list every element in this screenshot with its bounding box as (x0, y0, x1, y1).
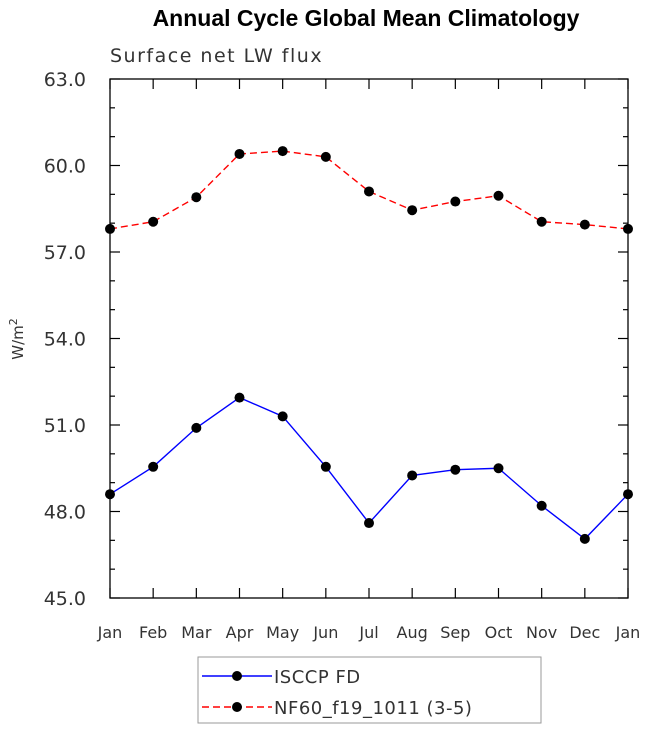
y-tick-label: 60.0 (44, 156, 86, 178)
y-tick-labels: 45.0 48.0 51.0 54.0 57.0 60.0 63.0 (44, 69, 86, 610)
x-tick-label: Apr (226, 623, 254, 642)
y-tick-label: 54.0 (44, 329, 86, 351)
legend-items: ISCCP FD NF60_f19_1011 (3-5) (202, 667, 472, 719)
axis-ticks (109, 78, 629, 599)
data-point (277, 146, 288, 157)
data-point (493, 190, 504, 201)
data-point (364, 518, 374, 529)
x-tick-label: May (266, 623, 299, 642)
x-tick-label: Jul (358, 623, 378, 642)
data-point (407, 205, 418, 216)
y-axis-label: W/m2 (7, 318, 27, 360)
data-point (450, 196, 461, 207)
legend-marker (232, 671, 242, 681)
data-point (579, 533, 590, 544)
y-tick-label: 51.0 (44, 415, 86, 437)
data-point (493, 463, 504, 474)
x-tick-label: Aug (397, 623, 428, 642)
legend-label: NF60_f19_1011 (3-5) (274, 698, 472, 719)
data-point (277, 411, 288, 422)
data-point (536, 500, 547, 511)
x-tick-label: Mar (181, 623, 212, 642)
data-point (579, 219, 590, 230)
x-tick-label: Jan (615, 623, 641, 642)
legend-label: ISCCP FD (274, 667, 361, 688)
x-tick-label: Jan (97, 623, 123, 642)
data-point (320, 151, 331, 162)
legend: ISCCP FD NF60_f19_1011 (3-5) (197, 656, 542, 724)
data-point (105, 489, 115, 500)
legend-item: NF60_f19_1011 (3-5) (202, 698, 472, 719)
data-point (623, 223, 633, 234)
y-tick-label: 57.0 (44, 242, 86, 264)
x-tick-label: Feb (139, 623, 167, 642)
data-point (191, 422, 202, 433)
series-2 (105, 146, 633, 234)
y-tick-label: 45.0 (44, 588, 86, 610)
data-point (148, 461, 159, 472)
data-point (623, 489, 633, 500)
x-tick-label: Sep (440, 623, 470, 642)
x-tick-label: Nov (526, 623, 557, 642)
data-point (450, 464, 461, 475)
data-point (407, 470, 418, 481)
data-point (191, 192, 202, 203)
data-point (536, 216, 547, 227)
x-tick-label: Jun (312, 623, 338, 642)
chart-title: Annual Cycle Global Mean Climatology (153, 5, 580, 31)
data-point (364, 186, 374, 197)
legend-marker (232, 702, 242, 712)
data-point (234, 148, 245, 159)
data-point (105, 223, 115, 234)
y-tick-label: 63.0 (44, 69, 86, 91)
x-tick-label: Dec (569, 623, 600, 642)
legend-item: ISCCP FD (202, 667, 361, 688)
y-tick-label: 48.0 (44, 502, 86, 524)
data-point (234, 392, 245, 403)
series-1 (105, 392, 633, 544)
x-tick-labels: Jan Feb Mar Apr May Jun Jul Aug Sep Oct Nov Dec Jan (97, 623, 641, 642)
series-layer (105, 146, 633, 544)
data-point (148, 216, 159, 227)
legend-box (197, 656, 542, 724)
x-tick-label: Oct (485, 623, 513, 642)
chart-subtitle: Surface net LW flux (110, 45, 323, 67)
data-point (320, 461, 331, 472)
y-axis-label-superscript: 2 (7, 318, 20, 325)
series-line (109, 396, 629, 540)
